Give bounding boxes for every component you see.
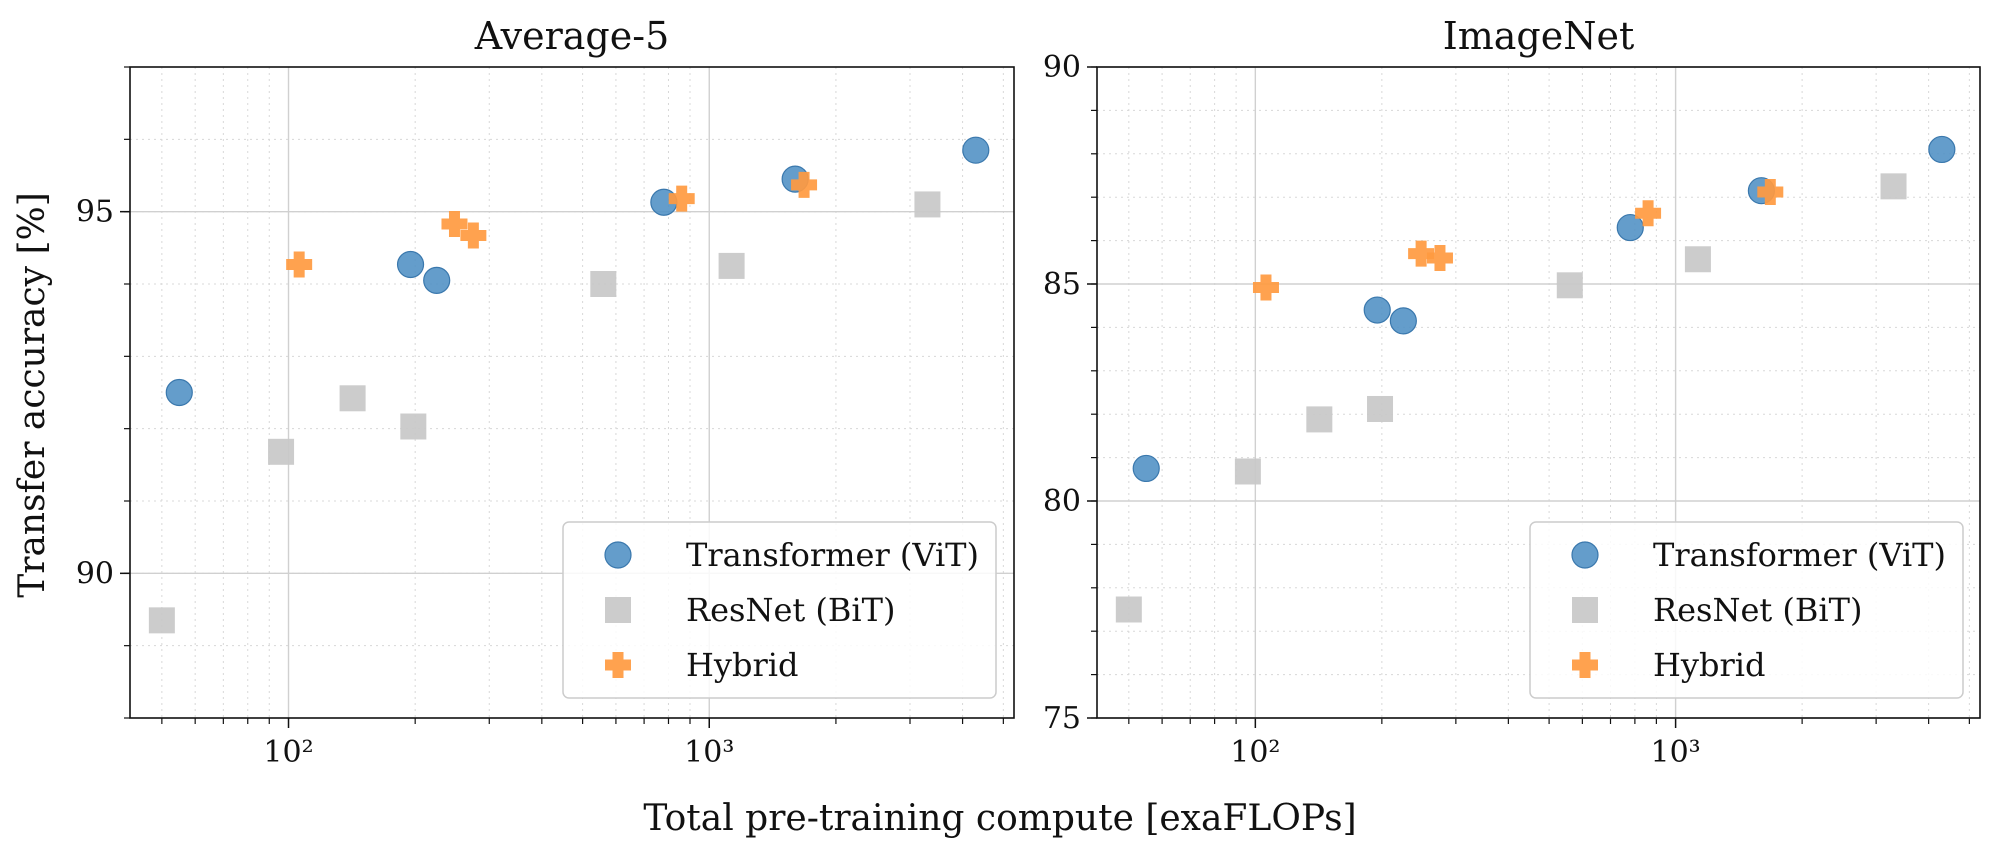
x-tick-label: 10² xyxy=(1230,735,1280,770)
legend-entry-label: Transformer (ViT) xyxy=(686,536,979,574)
legend-marker xyxy=(604,541,632,569)
data-point xyxy=(339,385,366,412)
data-point xyxy=(286,251,313,278)
data-point xyxy=(460,222,487,249)
data-point xyxy=(1367,395,1394,422)
data-point xyxy=(668,185,695,212)
y-tick-label: 90 xyxy=(76,556,114,591)
x-tick-label: 10³ xyxy=(684,735,734,770)
data-point xyxy=(441,210,468,237)
data-point xyxy=(423,266,451,294)
legend-box xyxy=(1529,521,1964,699)
data-point xyxy=(590,271,617,297)
data-point xyxy=(1684,246,1711,273)
axes-frame xyxy=(129,66,1015,719)
data-point xyxy=(396,250,425,279)
data-point xyxy=(718,252,745,279)
legend-entry-label: ResNet (BiT) xyxy=(686,591,895,629)
x-tick-label: 10³ xyxy=(1651,735,1701,770)
legend-marker xyxy=(605,597,631,623)
data-point xyxy=(1616,213,1644,242)
data-point xyxy=(914,191,941,218)
data-point xyxy=(1363,296,1391,324)
panel-0: 10² 10³ 90 95 Average-5 Transformer (ViT) ResN… xyxy=(76,14,1015,770)
legend-entry-label: Hybrid xyxy=(686,646,798,684)
data-point xyxy=(165,378,193,407)
legend-marker xyxy=(1572,597,1598,623)
y-tick-label: 95 xyxy=(76,195,114,230)
series-circle xyxy=(165,136,990,407)
data-point xyxy=(962,136,990,164)
data-point xyxy=(1306,406,1333,433)
data-point xyxy=(1408,240,1435,267)
y-tick-label: 75 xyxy=(1043,701,1081,736)
data-point xyxy=(1635,200,1662,227)
data-point xyxy=(1389,307,1417,335)
legend-box xyxy=(562,521,997,699)
y-tick-label: 90 xyxy=(1043,50,1081,85)
data-point xyxy=(268,438,295,465)
series-circle xyxy=(1132,135,1956,483)
x-axis-label: Total pre-training compute [exaFLOPs] xyxy=(643,798,1356,839)
legend-entry-label: Hybrid xyxy=(1653,646,1765,684)
panel-1: 10² 10³ 75 80 85 90 ImageNet Transformer (ViT) R… xyxy=(1043,14,1981,770)
data-point xyxy=(1928,135,1956,164)
panel-title: Average-5 xyxy=(474,14,670,58)
data-point xyxy=(400,413,427,440)
panels: 10² 10³ 90 95 Average-5 Transformer (ViT) ResN… xyxy=(76,14,1981,770)
legend-entry-label: ResNet (BiT) xyxy=(1653,591,1862,629)
minor-grid xyxy=(1091,66,1980,724)
data-point xyxy=(1115,596,1142,623)
panel-title: ImageNet xyxy=(1443,14,1635,58)
legend: Transformer (ViT) ResNet (BiT) Hybrid xyxy=(1529,521,1964,699)
data-point xyxy=(1556,272,1583,299)
series-plus xyxy=(1252,178,1784,301)
y-tick-label: 85 xyxy=(1043,267,1081,302)
data-point xyxy=(148,607,175,634)
legend: Transformer (ViT) ResNet (BiT) Hybrid xyxy=(562,521,997,699)
legend-marker xyxy=(1572,652,1598,678)
data-point xyxy=(1252,274,1279,301)
legend-entry-label: Transformer (ViT) xyxy=(1653,536,1946,574)
series-square xyxy=(148,191,941,634)
series-square xyxy=(1115,173,1907,623)
y-axis-label: Transfer accuracy [%] xyxy=(12,192,53,598)
x-tick-label: 10² xyxy=(263,735,313,770)
data-point xyxy=(791,171,818,198)
data-point xyxy=(1132,454,1160,483)
data-point xyxy=(1426,244,1453,271)
axes-frame xyxy=(1096,66,1981,719)
legend-marker xyxy=(1571,541,1599,569)
data-point xyxy=(1234,458,1261,485)
data-point xyxy=(1880,173,1907,200)
series-plus xyxy=(286,171,818,278)
legend-marker xyxy=(605,652,631,678)
y-tick-label: 80 xyxy=(1043,484,1081,519)
minor-grid xyxy=(124,66,1014,724)
data-point xyxy=(1757,178,1784,205)
